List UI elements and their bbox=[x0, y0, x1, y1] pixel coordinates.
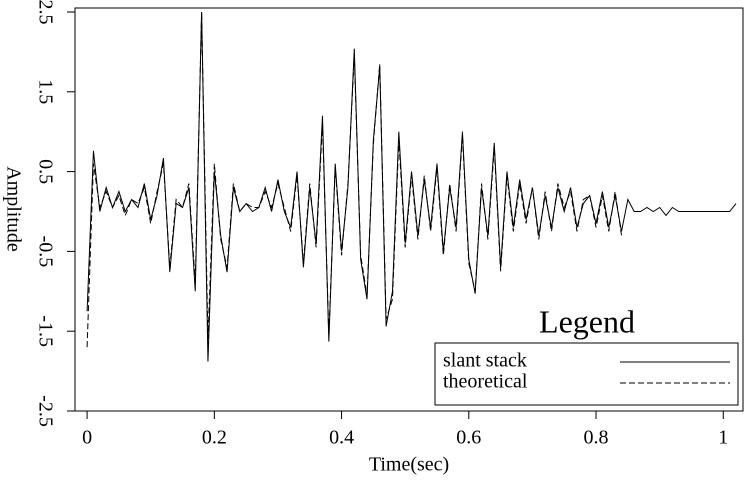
legend-label: theoretical bbox=[443, 371, 528, 393]
legend-box bbox=[434, 342, 739, 406]
plot-frame bbox=[74, 7, 744, 412]
x-tick-label: 0.2 bbox=[202, 427, 227, 449]
legend-label: slant stack bbox=[443, 350, 527, 372]
x-tick-label: 0.6 bbox=[456, 427, 481, 449]
y-tick-label: 0.5 bbox=[34, 159, 56, 184]
x-tick-label: 0 bbox=[82, 427, 92, 449]
x-tick-label: 0.4 bbox=[329, 427, 354, 449]
x-tick-label: 0.8 bbox=[584, 427, 609, 449]
data-line bbox=[86, 11, 737, 362]
x-tick-label: 1 bbox=[718, 427, 728, 449]
x-axis-label: Time(sec) bbox=[369, 454, 449, 476]
y-tick-label: -1.5 bbox=[34, 315, 56, 347]
y-axis-label: Amplitude bbox=[2, 166, 24, 252]
y-tick-label: -2.5 bbox=[34, 395, 56, 427]
y-tick-label: -0.5 bbox=[34, 236, 56, 268]
y-tick-label: 1.5 bbox=[34, 79, 56, 104]
legend-title: Legend bbox=[539, 303, 635, 339]
data-line bbox=[86, 11, 622, 348]
y-tick-label: 2.5 bbox=[34, 0, 56, 24]
